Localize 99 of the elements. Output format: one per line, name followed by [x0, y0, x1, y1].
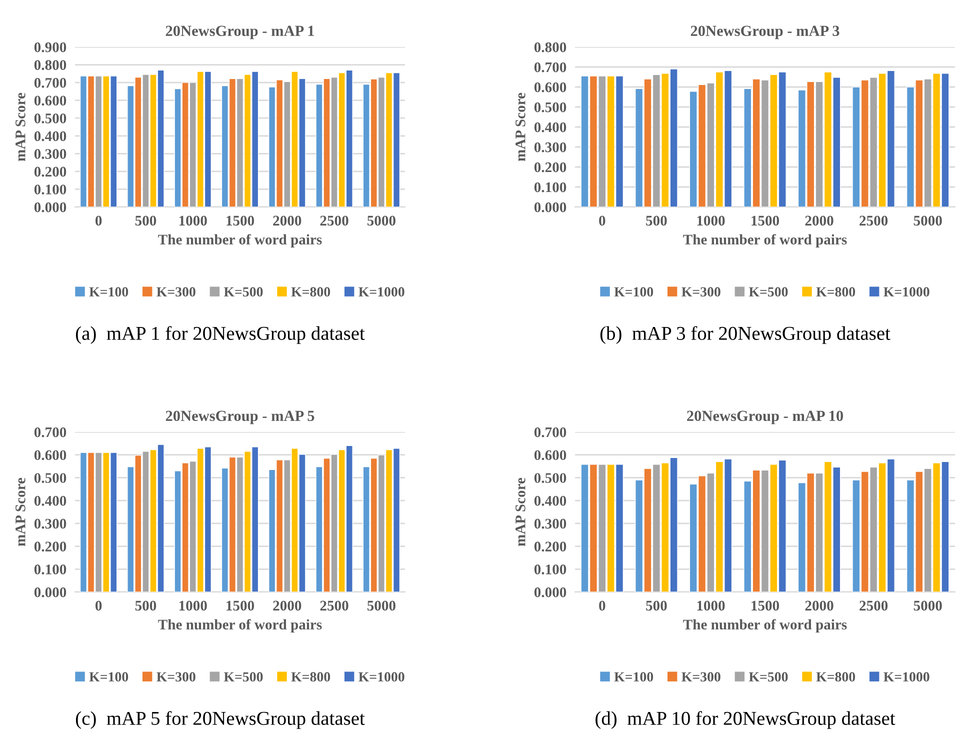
legend-label: K=1000 [884, 672, 930, 682]
legend-label: K=300 [156, 672, 196, 682]
y-tick-label: 0.700 [534, 427, 566, 438]
y-tick-label: 0.600 [34, 96, 66, 106]
x-axis-title: The number of word pairs [683, 234, 847, 248]
y-tick-label: 0.800 [34, 60, 66, 70]
y-tick-label: 0.300 [534, 142, 566, 152]
x-axis-title: The number of word pairs [158, 619, 322, 632]
y-axis-title: mAP Score [16, 478, 26, 546]
x-tick-label: 0 [599, 600, 606, 611]
x-tick-label: 0 [95, 600, 102, 611]
chart-title: 20NewsGroup - mAP 1 [166, 26, 314, 40]
x-tick-label: 1000 [697, 216, 725, 226]
chart-title: 20NewsGroup - mAP 10 [687, 410, 844, 424]
y-tick-label: 0.700 [34, 78, 66, 88]
x-tick-label: 2000 [805, 216, 834, 226]
x-tick-label: 0 [95, 216, 102, 226]
y-tick-label: 0.600 [534, 450, 566, 460]
x-tick-label: 2000 [273, 600, 302, 611]
y-tick-label: 0.400 [534, 496, 566, 506]
y-tick-label: 0.800 [534, 42, 566, 52]
text: (c) mAP 5 for 20NewsGroup dataset [76, 711, 365, 729]
y-tick-label: 0.500 [534, 102, 566, 112]
y-tick-label: 0.300 [34, 149, 66, 159]
y-tick-label: 0.600 [534, 82, 566, 92]
y-tick-label: 0.200 [534, 542, 566, 552]
legend-label: K=300 [156, 287, 196, 297]
x-tick-label: 2500 [320, 216, 348, 226]
y-tick-label: 0.000 [34, 202, 66, 212]
legend-label: K=800 [816, 672, 856, 682]
x-tick-label: 1000 [179, 216, 207, 226]
chart-title: 20NewsGroup - mAP 3 [690, 26, 840, 40]
legend-label: K=100 [89, 287, 128, 297]
y-tick-label: 0.500 [34, 473, 66, 483]
x-axis-title: The number of word pairs [158, 234, 322, 248]
y-tick-label: 0.600 [34, 450, 66, 460]
legend-label: K=1000 [884, 287, 930, 297]
x-tick-label: 1000 [179, 600, 207, 611]
legend-label: K=1000 [358, 672, 404, 682]
y-tick-label: 0.000 [34, 587, 66, 598]
x-tick-label: 1000 [697, 600, 725, 611]
y-tick-label: 0.700 [34, 427, 66, 438]
y-tick-label: 0.100 [34, 564, 66, 574]
text: (b) mAP 3 for 20NewsGroup dataset [600, 326, 890, 344]
x-tick-label: 1500 [752, 216, 780, 226]
y-tick-label: 0.200 [534, 162, 566, 172]
y-tick-label: 0.400 [534, 122, 566, 132]
x-tick-label: 2500 [860, 216, 888, 226]
x-tick-label: 5000 [914, 216, 942, 226]
x-tick-label: 500 [135, 216, 156, 226]
x-tick-label: 2500 [320, 600, 348, 611]
x-tick-label: 1500 [226, 216, 254, 226]
legend-label: K=500 [748, 672, 788, 682]
y-tick-label: 0.100 [534, 564, 566, 574]
y-axis-title: mAP Score [516, 92, 526, 162]
y-tick-label: 0.400 [34, 131, 66, 142]
text: (a) mAP 1 for 20NewsGroup dataset [76, 326, 365, 344]
x-tick-label: 500 [135, 600, 156, 611]
legend-label: K=300 [682, 287, 720, 297]
y-tick-label: 0.900 [34, 42, 66, 52]
y-tick-label: 0.300 [34, 518, 66, 529]
x-tick-label: 1500 [752, 600, 780, 611]
x-axis-title: The number of word pairs [683, 619, 847, 632]
legend-label: K=500 [224, 287, 263, 297]
y-tick-label: 0.000 [534, 587, 566, 598]
legend-label: K=300 [682, 672, 720, 682]
legend-label: K=100 [614, 672, 654, 682]
legend-label: K=500 [748, 287, 788, 297]
x-tick-label: 2500 [860, 600, 888, 611]
legend-label: K=800 [291, 672, 330, 682]
y-axis-title: mAP Score [516, 478, 526, 546]
x-tick-label: 5000 [367, 600, 396, 611]
y-tick-label: 0.000 [534, 202, 566, 212]
text: (d) mAP 10 for 20NewsGroup dataset [596, 711, 896, 729]
x-tick-label: 1500 [226, 600, 254, 611]
y-tick-label: 0.100 [34, 184, 66, 194]
y-tick-label: 0.300 [534, 518, 566, 529]
x-tick-label: 0 [599, 216, 606, 226]
legend-label: K=800 [816, 287, 856, 297]
x-tick-label: 5000 [914, 600, 942, 611]
y-tick-label: 0.700 [534, 62, 566, 72]
legend-label: K=100 [89, 672, 128, 682]
x-tick-label: 2000 [273, 216, 302, 226]
y-tick-label: 0.400 [34, 496, 66, 506]
legend-label: K=1000 [358, 287, 404, 297]
y-axis-title: mAP Score [16, 92, 26, 162]
legend-label: K=800 [291, 287, 330, 297]
y-tick-label: 0.100 [534, 182, 566, 192]
chart-title: 20NewsGroup - mAP 5 [166, 410, 314, 424]
x-tick-label: 500 [646, 216, 667, 226]
y-tick-label: 0.500 [34, 113, 66, 124]
x-tick-label: 5000 [367, 216, 396, 226]
x-tick-label: 2000 [805, 600, 834, 611]
x-tick-label: 500 [646, 600, 667, 611]
legend-label: K=500 [224, 672, 263, 682]
y-tick-label: 0.500 [534, 473, 566, 483]
legend-label: K=100 [614, 287, 654, 297]
y-tick-label: 0.200 [34, 542, 66, 552]
y-tick-label: 0.200 [34, 166, 66, 177]
